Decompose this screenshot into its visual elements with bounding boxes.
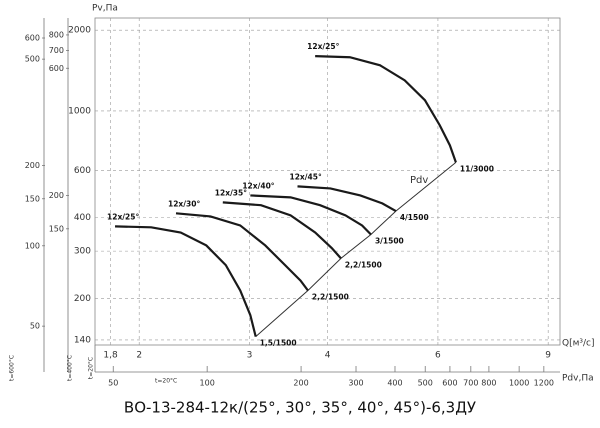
y-tick-label: 100 (25, 241, 40, 250)
x-tick-label: 9 (545, 351, 551, 361)
curve-name: 12x/30° (168, 199, 200, 208)
x2-tick-label: 700 (463, 379, 478, 388)
curve-name: 12x/35° (215, 188, 247, 197)
y-tick-label: 800 (49, 30, 64, 39)
fan-curve (175, 212, 309, 292)
y-tick-label: 2000 (68, 26, 91, 36)
x2-tick-label: 200 (293, 379, 308, 388)
curve-end-label: 4/1500 (400, 213, 429, 222)
y-tick-label: 50 (30, 322, 40, 331)
temp-label: t=400°C (67, 355, 74, 381)
x-tick-label: 6 (435, 351, 441, 361)
y-tick-label: 600 (74, 166, 91, 176)
x-tick-label: 4 (325, 351, 331, 361)
temp-label: t=20°C (155, 378, 177, 385)
y-tick-label: 140 (74, 335, 91, 345)
x2-tick-label: 1200 (534, 379, 554, 388)
fan-curve (250, 194, 372, 236)
x2-tick-label: 300 (348, 379, 363, 388)
x2-tick-label: 600 (442, 379, 457, 388)
x2-axis-label: Pdv,Па (562, 374, 594, 384)
x2-tick-label: 50 (108, 379, 118, 388)
curve-name: 12x/25° (307, 42, 339, 51)
y-tick-label: 400 (74, 213, 91, 223)
fan-curve (315, 55, 457, 163)
y-tick-label: 150 (49, 224, 64, 233)
x-tick-label: 2 (136, 351, 142, 361)
y-axis-label: Pv,Па (92, 4, 118, 14)
y-tick-label: 150 (25, 194, 40, 203)
x2-tick-label: 500 (418, 379, 433, 388)
temp-label: t=20°C (88, 357, 95, 379)
x2-tick-label: 400 (387, 379, 402, 388)
pdv-line (255, 161, 457, 337)
y-tick-label: 600 (25, 34, 40, 43)
y-tick-label: 200 (74, 294, 91, 304)
temp-label: t=600°C (9, 355, 16, 381)
curve-end-label: 11/3000 (460, 164, 494, 173)
y-tick-label: 500 (25, 55, 40, 64)
curve-name: 12x/40° (242, 181, 274, 190)
x-tick-label: 1,8 (103, 351, 118, 361)
curve-label: Pdv (410, 175, 428, 186)
y-tick-label: 1000 (68, 106, 91, 116)
curve-name: 12x/25° (107, 212, 139, 221)
y-tick-label: 600 (49, 64, 64, 73)
x2-tick-label: 800 (481, 379, 496, 388)
curve-end-label: 1,5/1500 (260, 339, 297, 348)
chart-title: ВО-13-284-12к/(25°, 30°, 35°, 40°, 45°)-… (124, 399, 476, 417)
x2-tick-label: 1000 (509, 379, 529, 388)
fan-curve (115, 225, 257, 337)
y-tick-label: 700 (49, 46, 64, 55)
fan-curve (222, 201, 342, 260)
curve-end-label: 2,2/1500 (345, 260, 382, 269)
y-tick-label: 200 (25, 161, 40, 170)
x-axis-label: Q[м³/с] (562, 339, 594, 349)
curve-end-label: 3/1500 (375, 237, 404, 246)
x-tick-label: 3 (247, 351, 253, 361)
curve-name: 12x/45° (290, 172, 322, 181)
y-tick-label: 300 (74, 247, 91, 257)
fan-curve (297, 185, 397, 213)
curve-end-label: 2,2/1500 (312, 292, 349, 301)
y-tick-label: 200 (49, 191, 64, 200)
x2-tick-label: 100 (200, 379, 215, 388)
